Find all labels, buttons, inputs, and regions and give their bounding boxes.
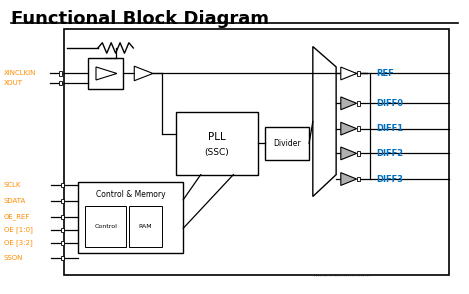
Bar (59, 81, 62, 85)
Polygon shape (341, 173, 356, 186)
Text: PLL: PLL (208, 132, 226, 142)
Bar (61, 228, 64, 232)
Bar (176, 112, 258, 175)
Bar (59, 71, 62, 76)
Bar (356, 71, 360, 76)
Bar (356, 126, 360, 131)
Bar (61, 183, 64, 187)
Text: OE_REF: OE_REF (4, 213, 30, 220)
Text: DIFF0: DIFF0 (377, 99, 404, 108)
Polygon shape (341, 67, 356, 80)
Text: OE [3:2]: OE [3:2] (4, 240, 32, 246)
Text: RAM: RAM (139, 224, 152, 229)
Bar (265, 127, 309, 160)
Bar (61, 199, 64, 203)
Bar (61, 215, 64, 219)
Bar (129, 206, 162, 248)
Text: Functional Block Diagram: Functional Block Diagram (11, 10, 269, 28)
Text: DIFF1: DIFF1 (377, 124, 404, 133)
Bar (61, 255, 64, 260)
Polygon shape (341, 122, 356, 135)
Bar (356, 151, 360, 156)
Bar (356, 101, 360, 106)
Bar (85, 206, 126, 248)
Text: (SSC): (SSC) (204, 148, 229, 157)
Text: Control & Memory: Control & Memory (96, 190, 166, 199)
Text: REF: REF (377, 69, 394, 78)
Polygon shape (341, 147, 356, 160)
Text: XINCLKIN: XINCLKIN (4, 71, 36, 76)
Bar (78, 182, 183, 253)
Bar (88, 58, 122, 89)
Text: SDATA: SDATA (4, 198, 26, 204)
Polygon shape (96, 67, 117, 80)
Polygon shape (313, 46, 336, 196)
Text: 電子發燒友
www.elecfans.com: 電子發燒友 www.elecfans.com (312, 267, 371, 278)
Text: SCLK: SCLK (4, 182, 21, 188)
Bar (356, 177, 360, 181)
Bar (64, 29, 449, 275)
Text: OE [1:0]: OE [1:0] (4, 227, 32, 233)
Bar (61, 241, 64, 245)
Text: Divider: Divider (273, 139, 301, 148)
Text: DIFF2: DIFF2 (377, 149, 404, 158)
Polygon shape (341, 97, 356, 110)
Text: DIFF3: DIFF3 (377, 175, 404, 183)
Text: XOUT: XOUT (4, 80, 23, 86)
Polygon shape (134, 66, 153, 81)
Text: Control: Control (94, 224, 117, 229)
Text: SSON: SSON (4, 255, 23, 261)
